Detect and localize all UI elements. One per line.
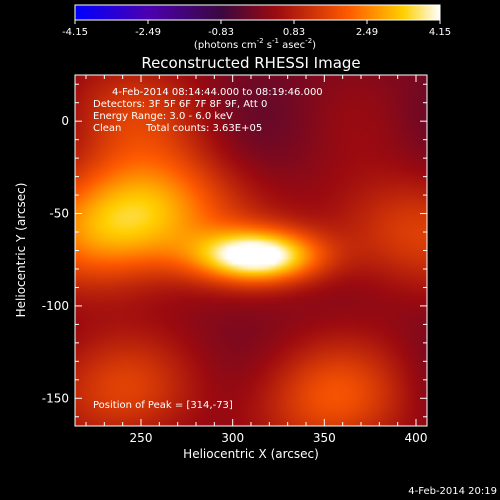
- annotation-clean: Clean: [93, 123, 121, 134]
- y-tick-label: -50: [49, 207, 69, 221]
- y-tick-label: -150: [42, 391, 69, 405]
- colorbar-units: (photons cm-2 s-1 asec-2): [194, 37, 316, 51]
- colorbar-tick-label: 2.49: [356, 27, 378, 38]
- x-tick-label: 300: [221, 431, 244, 445]
- y-tick-label: 0: [61, 114, 69, 128]
- axis-ticks: 250 300 350 400 0 -50 -100 -150: [42, 75, 428, 445]
- colorbar: [74, 4, 441, 21]
- colorbar-tick-label: 4.15: [429, 27, 451, 38]
- colorbar-tick-label: -4.15: [62, 27, 88, 38]
- x-axis-label: Heliocentric X (arcsec): [183, 447, 319, 461]
- colorbar-tick-label: -0.83: [208, 27, 234, 38]
- x-tick-label: 250: [130, 431, 153, 445]
- footer-timestamp: 4-Feb-2014 20:19: [408, 486, 497, 497]
- annotation-detectors: Detectors: 3F 5F 6F 7F 8F 9F, Att 0: [93, 99, 267, 110]
- annotation-counts: Total counts: 3.63E+05: [145, 123, 262, 134]
- y-axis-label: Heliocentric Y (arcsec): [14, 183, 28, 318]
- heatmap-image: [75, 75, 427, 426]
- chart-title: Reconstructed RHESSI Image: [141, 54, 360, 72]
- x-tick-label: 350: [313, 431, 336, 445]
- image-area: [75, 75, 427, 426]
- colorbar-tick-label: -2.49: [135, 27, 161, 38]
- y-tick-label: -100: [42, 299, 69, 313]
- annotation-energy: Energy Range: 3.0 - 6.0 keV: [93, 111, 233, 122]
- colorbar-tick-label: 0.83: [283, 27, 305, 38]
- annotation-peak: Position of Peak = [314,-73]: [93, 400, 233, 411]
- annotation-time: 4-Feb-2014 08:14:44.000 to 08:19:46.000: [112, 87, 323, 98]
- x-tick-label: 400: [405, 431, 428, 445]
- colorbar-ticks: -4.15 -2.49 -0.83 0.83 2.49 4.15: [62, 20, 451, 38]
